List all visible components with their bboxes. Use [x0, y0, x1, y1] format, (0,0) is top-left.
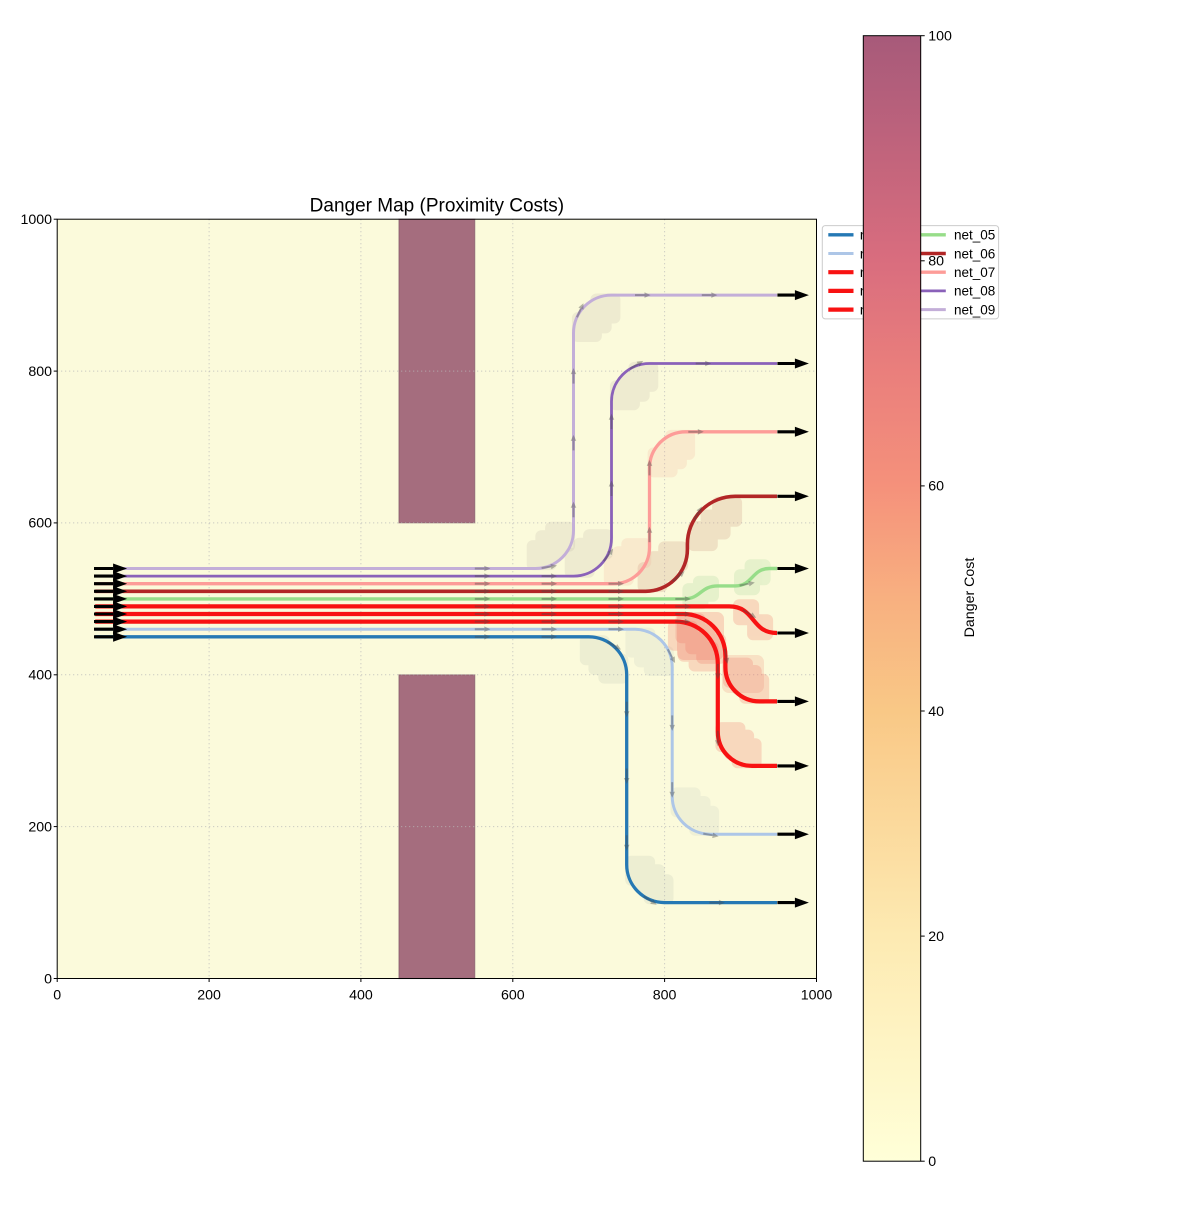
svg-text:0: 0 [928, 1154, 936, 1170]
svg-text:800: 800 [653, 988, 677, 1004]
svg-text:net_06: net_06 [954, 246, 995, 261]
svg-text:1000: 1000 [801, 988, 833, 1004]
svg-text:60: 60 [928, 479, 944, 495]
svg-text:400: 400 [349, 988, 373, 1004]
svg-text:800: 800 [28, 364, 52, 380]
svg-text:200: 200 [28, 819, 52, 835]
svg-text:1000: 1000 [20, 212, 52, 228]
svg-text:Danger Map (Proximity Costs): Danger Map (Proximity Costs) [310, 196, 564, 217]
svg-text:600: 600 [28, 516, 52, 532]
svg-text:0: 0 [53, 988, 61, 1004]
svg-text:200: 200 [197, 988, 221, 1004]
svg-text:0: 0 [44, 971, 52, 987]
svg-text:net_07: net_07 [954, 265, 995, 280]
svg-text:100: 100 [928, 29, 952, 45]
svg-text:600: 600 [501, 988, 525, 1004]
svg-text:Danger Cost: Danger Cost [962, 558, 978, 638]
svg-text:80: 80 [928, 254, 944, 270]
svg-text:net_05: net_05 [954, 228, 995, 243]
svg-text:net_09: net_09 [954, 302, 995, 317]
svg-text:40: 40 [928, 704, 944, 720]
svg-text:400: 400 [28, 668, 52, 684]
svg-text:net_08: net_08 [954, 284, 995, 299]
svg-text:20: 20 [928, 929, 944, 945]
